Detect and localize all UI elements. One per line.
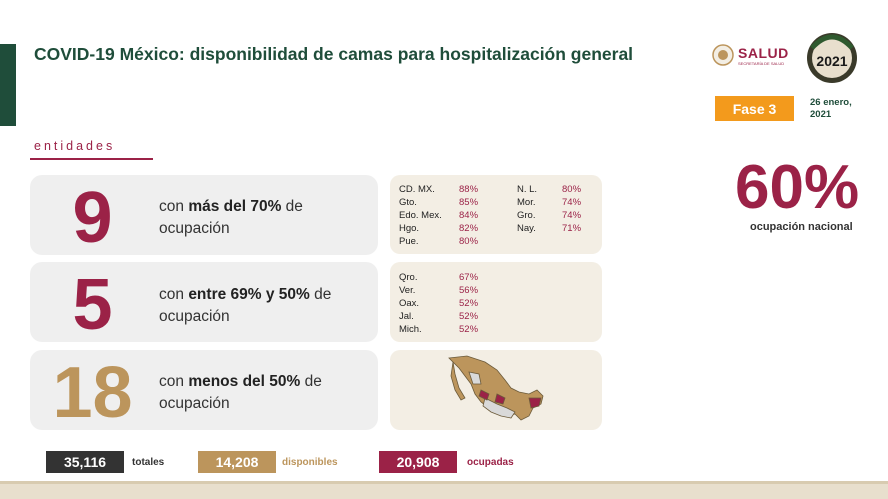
mexico-map-icon xyxy=(448,355,544,421)
footer-accent-line xyxy=(0,481,888,484)
list-item-state: Edo. Mex. xyxy=(399,210,442,221)
list-item-value: 52% xyxy=(459,324,479,335)
group-card-high xyxy=(30,175,378,255)
list-item-state: Ver. xyxy=(399,285,416,296)
list-item-state: CD. MX. xyxy=(399,184,435,195)
list-item-state: Oax. xyxy=(399,298,420,309)
high-occupancy-list: CD. MX. 88% Gto. 85% Edo. Mex. 84% Hgo. … xyxy=(390,175,602,254)
list-item-state: Mor. xyxy=(517,197,536,208)
list-item-value: 85% xyxy=(459,197,479,208)
section-underline xyxy=(30,158,153,160)
list-item-value: 74% xyxy=(562,197,582,208)
group-count-low: 18 xyxy=(52,353,133,433)
group-desc-mid: con entre 69% y 50% de ocupación xyxy=(159,286,332,325)
salud-emblem-icon xyxy=(712,44,734,66)
section-label: entidades xyxy=(34,139,116,153)
list-item-value: 80% xyxy=(459,236,479,247)
footer-band xyxy=(0,484,888,499)
occupied-beds-label: ocupadas xyxy=(467,457,514,468)
total-beds-label: totales xyxy=(132,457,165,468)
list-item-value: 80% xyxy=(562,184,582,195)
mid-occupancy-list: Qro. 67% Ver. 56% Oax. 52% Jal. 52% Mich… xyxy=(390,262,602,342)
list-item-state: Nay. xyxy=(517,223,536,234)
national-occupancy-value: 60% xyxy=(735,153,860,222)
list-item-state: Jal. xyxy=(399,311,414,322)
group-desc-high: con más del 70% de ocupación xyxy=(159,198,303,237)
independence-seal-logo: 2021 xyxy=(806,28,858,88)
list-item-state: Hgo. xyxy=(399,223,420,234)
list-item-value: 88% xyxy=(459,184,479,195)
page-title: COVID-19 México: disponibilidad de camas… xyxy=(34,44,634,64)
group-card-mid xyxy=(30,262,378,342)
list-item-state: Pue. xyxy=(399,236,419,247)
group-count-high: 9 xyxy=(72,178,113,258)
available-beds-label: disponibles xyxy=(282,457,338,468)
mexico-map-card xyxy=(390,350,602,430)
report-date-line1: 26 enero, xyxy=(810,97,852,108)
report-date: 26 enero, 2021 xyxy=(810,97,852,121)
list-item-value: 82% xyxy=(459,223,479,234)
list-item-value: 67% xyxy=(459,272,479,283)
salud-logo-subtext: SECRETARÍA DE SALUD xyxy=(738,60,785,66)
list-item-state: Gro. xyxy=(517,210,536,221)
salud-logo-text: SALUD xyxy=(738,44,789,61)
list-item-state: Gto. xyxy=(399,197,417,208)
list-item-state: N. L. xyxy=(517,184,538,195)
list-item-value: 84% xyxy=(459,210,479,221)
occupied-beds-value: 20,908 xyxy=(379,451,457,473)
group-count-mid: 5 xyxy=(72,265,113,345)
salud-logo: SALUD SECRETARÍA DE SALUD xyxy=(712,44,789,66)
list-item-value: 56% xyxy=(459,285,479,296)
phase-badge: Fase 3 xyxy=(715,96,794,121)
group-desc-low: con menos del 50% de ocupación xyxy=(159,373,322,412)
list-item-state: Qro. xyxy=(399,272,418,283)
list-item-value: 74% xyxy=(562,210,582,221)
sidebar-accent-bar xyxy=(0,44,16,126)
list-item-state: Mich. xyxy=(399,324,422,335)
report-date-line2: 2021 xyxy=(810,109,832,120)
national-occupancy-label: ocupación nacional xyxy=(750,221,853,233)
group-card-low xyxy=(30,350,378,430)
list-item-value: 52% xyxy=(459,311,479,322)
available-beds-value: 14,208 xyxy=(198,451,276,473)
total-beds-value: 35,116 xyxy=(46,451,124,473)
list-item-value: 71% xyxy=(562,223,582,234)
seal-year: 2021 xyxy=(816,53,847,69)
list-item-value: 52% xyxy=(459,298,479,309)
